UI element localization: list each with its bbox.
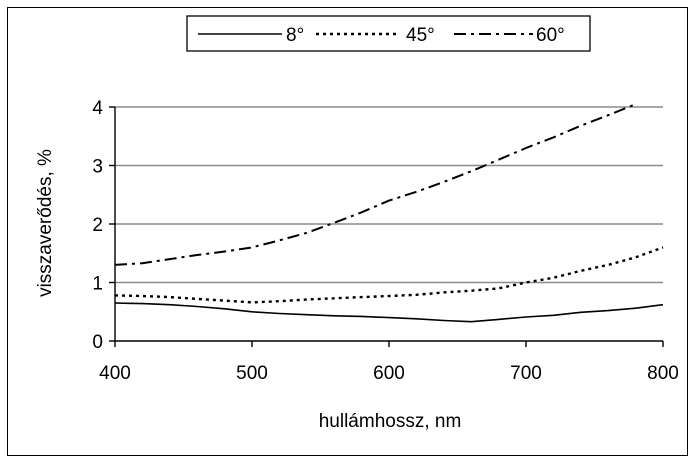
y-tick-label-1: 1 — [92, 274, 103, 295]
legend: 8° 45° 60° — [186, 15, 591, 52]
x-tick-label-1: 500 — [236, 363, 268, 384]
y-tick-label-0: 0 — [92, 332, 103, 353]
x-axis-title: hullámhossz, nm — [319, 411, 462, 432]
y-tick-label-3: 3 — [92, 157, 103, 178]
x-tick-label-2: 600 — [373, 363, 405, 384]
tick-labels: 0 1 2 3 4 400 500 600 700 800 — [92, 98, 678, 384]
x-tick-label-4: 800 — [647, 363, 679, 384]
legend-label-8: 8° — [286, 25, 304, 46]
gridlines — [115, 106, 663, 284]
chart-frame — [7, 7, 688, 456]
series-line-1 — [114, 246, 664, 304]
x-tick-label-0: 400 — [99, 363, 131, 384]
series-lines — [114, 103, 664, 323]
x-tick-label-3: 700 — [510, 363, 542, 384]
axes — [109, 106, 664, 347]
legend-label-45: 45° — [406, 25, 435, 46]
y-tick-label-2: 2 — [92, 215, 103, 236]
y-tick-label-4: 4 — [92, 98, 103, 119]
series-line-2 — [114, 103, 636, 266]
series-line-0 — [114, 302, 664, 323]
legend-label-60: 60° — [536, 25, 565, 46]
y-axis-title: visszaverődés, % — [35, 149, 56, 297]
